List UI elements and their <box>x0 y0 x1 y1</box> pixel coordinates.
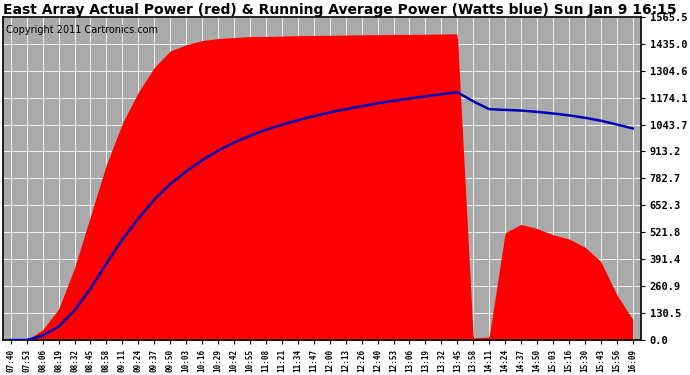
Text: East Array Actual Power (red) & Running Average Power (Watts blue) Sun Jan 9 16:: East Array Actual Power (red) & Running … <box>3 3 676 17</box>
Text: Copyright 2011 Cartronics.com: Copyright 2011 Cartronics.com <box>6 25 158 35</box>
